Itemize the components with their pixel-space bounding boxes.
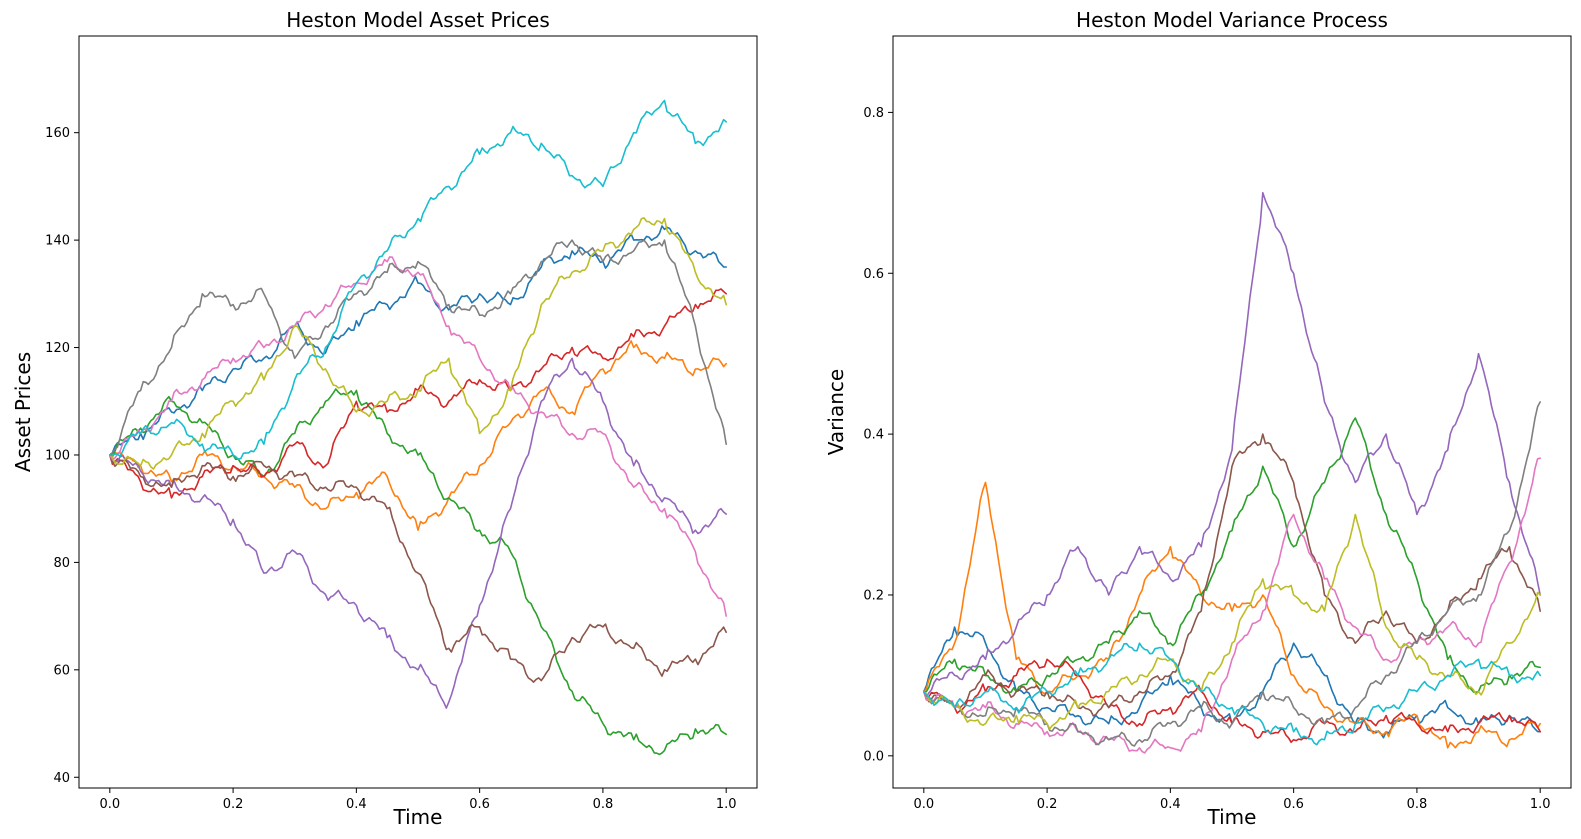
x-tick-label: 0.2 — [1037, 797, 1058, 812]
series-line-9 — [922, 513, 1541, 730]
series-line-7 — [922, 457, 1541, 754]
y-tick-label: 120 — [45, 341, 70, 356]
series-line-3 — [109, 388, 728, 756]
y-axis-label: Variance — [824, 369, 848, 455]
x-tick-label: 1.0 — [1530, 797, 1551, 812]
series-group — [922, 192, 1541, 754]
y-tick-label: 140 — [45, 234, 70, 249]
series-line-8 — [109, 239, 728, 456]
x-tick-label: 0.0 — [99, 797, 120, 812]
series-line-9 — [109, 217, 728, 470]
chart-title: Heston Model Variance Process — [1076, 8, 1388, 32]
series-line-10 — [109, 99, 728, 461]
x-tick-label: 0.8 — [1407, 797, 1428, 812]
y-tick-label: 0.4 — [863, 428, 884, 443]
asset-prices-chart: 0.0 0.2 0.4 0.6 0.8 1.0 40 60 80 100 120 140 160 Hest… — [11, 8, 758, 829]
y-tick-label: 80 — [53, 556, 70, 571]
y-tick-label: 0.0 — [863, 749, 884, 764]
series-group — [109, 99, 728, 756]
axes-frame — [78, 35, 758, 789]
x-tick-label: 0.6 — [1283, 797, 1304, 812]
series-line-8 — [922, 401, 1541, 747]
y-tick-label: 60 — [53, 663, 70, 678]
x-tick-label: 1.0 — [716, 797, 737, 812]
y-tick-label: 0.6 — [863, 267, 884, 282]
variance-process-chart: 0.0 0.2 0.4 0.6 0.8 1.0 0.0 0.2 0.4 0.6 0.8 Heston … — [824, 8, 1572, 829]
series-line-10 — [922, 642, 1541, 746]
chart-title: Heston Model Asset Prices — [286, 8, 550, 32]
y-axis-label: Asset Prices — [11, 352, 35, 472]
series-line-2 — [922, 481, 1541, 749]
y-tick-label: 0.8 — [863, 106, 884, 121]
x-axis-label: Time — [1207, 805, 1257, 829]
series-line-1 — [109, 225, 728, 456]
x-tick-label: 0.8 — [593, 797, 614, 812]
x-tick-label: 0.0 — [913, 797, 934, 812]
x-tick-label: 0.6 — [469, 797, 490, 812]
series-line-7 — [109, 256, 728, 617]
series-line-4 — [922, 658, 1541, 744]
y-tick-label: 100 — [45, 448, 70, 463]
x-tick-label: 0.2 — [223, 797, 244, 812]
y-tick-label: 40 — [53, 771, 70, 786]
series-line-2 — [109, 340, 728, 532]
x-tick-label: 0.4 — [1160, 797, 1181, 812]
series-line-5 — [109, 357, 728, 709]
x-tick-label: 0.4 — [346, 797, 367, 812]
axes-frame — [892, 35, 1572, 789]
series-line-6 — [109, 454, 728, 683]
y-tick-label: 160 — [45, 126, 70, 141]
series-line-3 — [922, 417, 1541, 694]
series-line-5 — [922, 192, 1541, 698]
y-tick-label: 0.2 — [863, 588, 884, 603]
x-axis-label: Time — [393, 805, 443, 829]
